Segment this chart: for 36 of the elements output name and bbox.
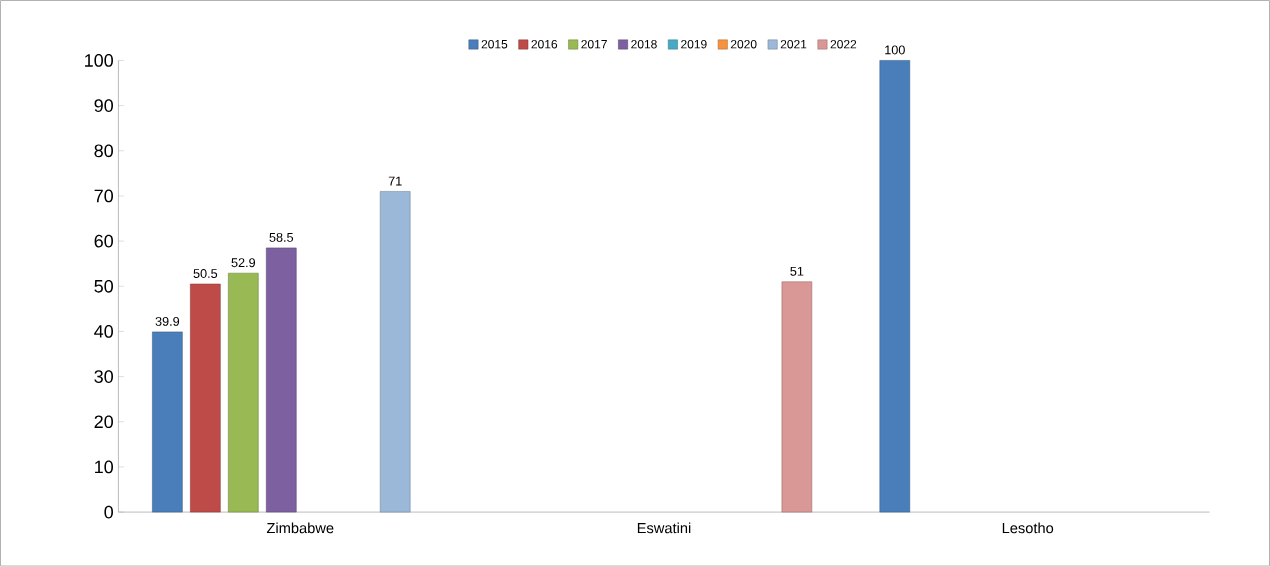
- legend-label: 2020: [730, 40, 757, 49]
- y-tick-label: 90: [94, 99, 113, 113]
- bar: [266, 247, 297, 513]
- x-tick-label: Eswatini: [637, 522, 691, 534]
- x-tick-label: Lesotho: [1002, 522, 1054, 534]
- legend-label: 2015: [481, 40, 508, 49]
- y-tick-label: 60: [94, 234, 113, 248]
- legend-label: 2016: [531, 40, 558, 49]
- y-tick-label: 30: [94, 370, 113, 384]
- data-label: 71: [388, 176, 402, 186]
- data-label: 51: [790, 267, 804, 276]
- y-tick-label: 80: [94, 144, 113, 158]
- data-label: 50.5: [193, 269, 218, 279]
- bar: [190, 283, 221, 513]
- bar: [228, 273, 259, 513]
- x-tick-label: Zimbabwe: [266, 522, 334, 534]
- y-tick-label: 50: [94, 280, 113, 293]
- data-label: 52.9: [231, 258, 256, 268]
- bar: [781, 281, 813, 513]
- y-tick-label: 70: [94, 189, 113, 203]
- y-tick-label: 40: [94, 325, 113, 339]
- legend-label: 2017: [581, 40, 607, 49]
- y-tick-label: 100: [85, 54, 113, 68]
- y-tick-label: 0: [104, 505, 113, 519]
- legend-label: 2021: [780, 40, 807, 49]
- bar: [879, 60, 911, 513]
- bar: [379, 191, 411, 513]
- legend-label: 2022: [830, 40, 857, 49]
- bar: [152, 331, 183, 513]
- y-tick-label: 10: [95, 460, 113, 474]
- y-tick-label: 20: [94, 415, 113, 429]
- data-label: 100: [885, 45, 905, 55]
- legend-label: 2018: [631, 40, 657, 49]
- legend-label: 2019: [681, 40, 707, 49]
- data-label: 58.5: [269, 233, 294, 243]
- data-label: 39.9: [155, 317, 180, 327]
